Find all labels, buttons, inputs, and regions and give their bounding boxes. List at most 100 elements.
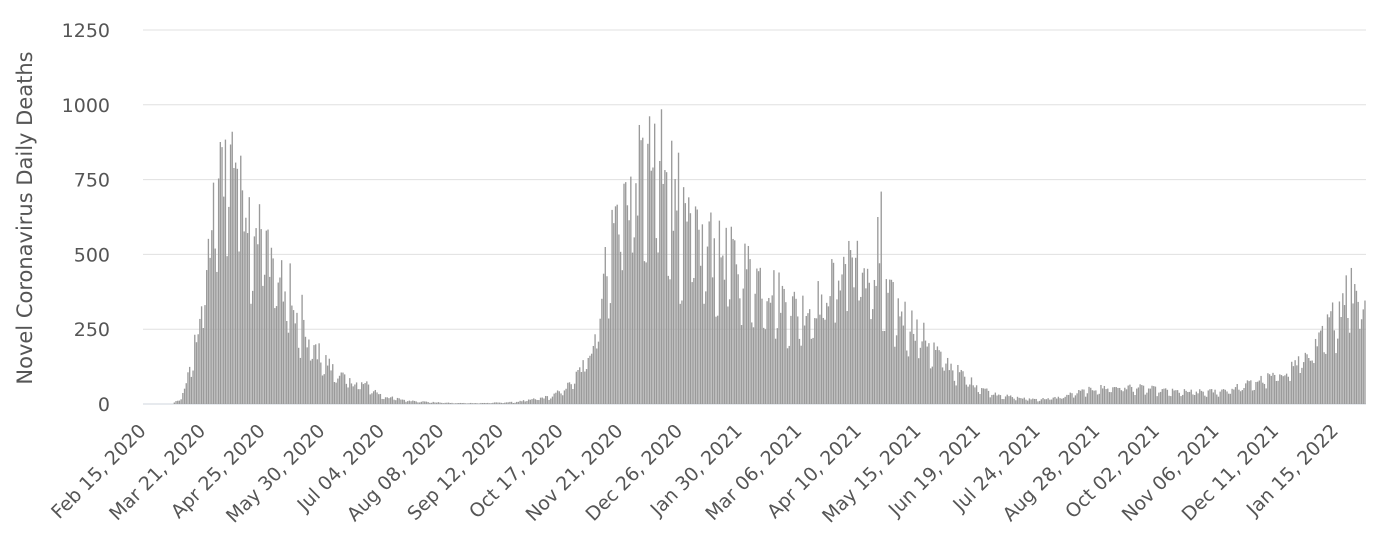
bar (674, 179, 676, 404)
bar (342, 372, 344, 404)
bar (815, 318, 818, 404)
bar (1245, 383, 1247, 404)
bar (1299, 372, 1301, 404)
bar (372, 391, 375, 404)
bar (240, 155, 242, 404)
bar (853, 287, 855, 404)
bar (1192, 394, 1194, 404)
bar (188, 366, 191, 404)
bar (868, 282, 870, 404)
bar (1350, 267, 1353, 404)
bar (468, 403, 470, 404)
bar (359, 389, 361, 404)
bar (872, 309, 874, 404)
bar (1364, 300, 1366, 404)
bar (340, 372, 342, 404)
bar (430, 402, 433, 404)
bar (739, 298, 741, 404)
bar (294, 323, 296, 404)
bar (628, 220, 630, 404)
bar (650, 170, 652, 404)
y-tick-label: 0 (98, 394, 110, 416)
bar (1229, 393, 1232, 404)
bar (1291, 361, 1293, 404)
bar (866, 268, 869, 404)
bar (248, 197, 250, 404)
y-tick-label: 750 (74, 170, 110, 192)
bar (826, 302, 828, 404)
bar (337, 378, 339, 404)
bar (785, 302, 787, 404)
bar (626, 205, 629, 404)
bar (425, 401, 428, 404)
bar (422, 401, 424, 404)
bar (986, 388, 988, 404)
bar (364, 383, 366, 404)
bar (580, 372, 583, 404)
bar (1183, 389, 1186, 404)
bar (228, 206, 230, 404)
bar (1357, 301, 1359, 404)
bar (1050, 399, 1053, 404)
bar (308, 339, 310, 404)
bar (461, 403, 463, 404)
bar (1042, 398, 1044, 404)
bar (587, 357, 589, 404)
bar (1171, 388, 1174, 404)
bar (827, 306, 830, 404)
bar (1219, 391, 1221, 404)
bar (1103, 385, 1106, 404)
bar (1234, 387, 1237, 404)
bar (502, 403, 504, 404)
bar (1328, 317, 1330, 404)
bar (1355, 290, 1358, 404)
bar (1325, 353, 1327, 404)
bar (1217, 396, 1220, 404)
bar (381, 398, 383, 404)
bar (1149, 388, 1152, 404)
bar (575, 371, 577, 404)
bar (192, 370, 194, 404)
bar (926, 346, 928, 404)
bar (599, 318, 601, 404)
bar (1084, 396, 1087, 404)
bar (1352, 303, 1354, 404)
bar (183, 388, 186, 404)
bar (560, 393, 562, 404)
bar (514, 402, 516, 404)
bar (734, 240, 736, 404)
bar (662, 183, 664, 404)
bar (858, 300, 860, 404)
bar (875, 285, 877, 404)
bar (292, 310, 295, 404)
bar (415, 401, 417, 404)
bar (1354, 284, 1356, 404)
bar (550, 398, 552, 404)
bar (865, 288, 867, 404)
bar (1153, 386, 1155, 404)
bar (1132, 391, 1134, 404)
bar (226, 256, 228, 404)
bar (824, 319, 826, 404)
bar (299, 357, 302, 404)
bar (320, 362, 322, 404)
bar (870, 319, 872, 404)
bar (269, 276, 271, 404)
bar (958, 372, 961, 404)
bar (229, 144, 232, 404)
bar (1268, 374, 1271, 404)
bar (667, 275, 669, 404)
bar (579, 367, 581, 404)
bar (1038, 400, 1041, 404)
bar (236, 168, 239, 404)
bar (555, 392, 557, 404)
bar (1347, 318, 1349, 404)
bar (878, 263, 881, 404)
bar (1158, 392, 1160, 404)
bar (1015, 400, 1017, 404)
bar (604, 247, 606, 404)
bar (1260, 375, 1262, 404)
bar (328, 358, 331, 404)
bar (567, 382, 569, 404)
